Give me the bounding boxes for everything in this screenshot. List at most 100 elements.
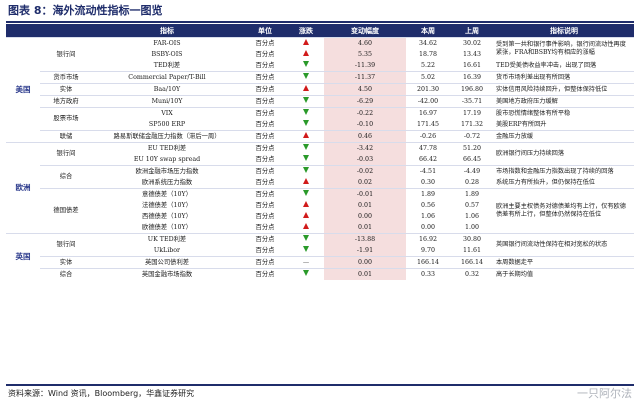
down-arrow-icon xyxy=(303,234,309,241)
region-cell-us: 美国 xyxy=(6,37,40,143)
table-row: 德国债差 意德债差（10Y） 百分点 -0.01 1.89 1.89 欧洲主要主… xyxy=(6,188,634,234)
this-week-cell: 16.97 xyxy=(406,107,450,119)
unit-cell: 百分点 xyxy=(255,223,275,231)
unit-cell: 百分点 xyxy=(242,142,288,154)
description-cell: 欧洲主要主权债务对德债差均有上行，仅有欧德债差有所上行，但整体仍然保持在低位 xyxy=(494,188,634,234)
header-last-week: 上周 xyxy=(450,24,494,38)
down-arrow-icon xyxy=(303,119,309,126)
unit-cell: 百分点 xyxy=(255,178,275,186)
description-cell: 金融压力放缓 xyxy=(494,130,634,143)
down-arrow-icon xyxy=(303,166,309,173)
this-week-cell: 5.22 xyxy=(420,61,436,69)
this-week-cell: 5.02 xyxy=(406,71,450,84)
this-week-cell: -42.00 xyxy=(406,95,450,108)
indicator-cell: UK TED利差 xyxy=(92,233,242,245)
change-cell: -11.37 xyxy=(324,71,406,84)
change-cell: 4.50 xyxy=(324,83,406,96)
direction-cell xyxy=(288,83,324,96)
last-week-cell: 0.32 xyxy=(450,268,494,280)
change-cell: 0.01 xyxy=(324,268,406,280)
change-cell: 0.00 xyxy=(324,211,406,222)
table-row: UkLibor 百分点 -1.91 9.70 11.61 xyxy=(6,245,634,257)
category-cell: 银行间 xyxy=(40,37,92,72)
category-cell: 实体 xyxy=(40,256,92,269)
change-cell: -0.02 xyxy=(324,165,406,177)
indicator-cell: 西德债差（10Y） xyxy=(142,212,192,220)
last-week-cell: 11.61 xyxy=(462,246,482,254)
unit-cell: 百分点 xyxy=(255,201,275,209)
unit-cell: 百分点 xyxy=(242,233,288,245)
table-row: 实体 英国公司债利差 百分点 — 0.00 166.14 166.14 本周数据… xyxy=(6,256,634,269)
category-cell: 股票市场 xyxy=(40,107,92,131)
change-cell: -1.91 xyxy=(324,245,406,257)
unit-cell: 百分点 xyxy=(242,95,288,108)
bottom-rule xyxy=(6,384,634,386)
last-week-cell: 16.39 xyxy=(450,71,494,84)
change-cell: -11.39 xyxy=(324,60,406,72)
header-direction: 涨跌 xyxy=(288,24,324,38)
change-cell: -0.01 xyxy=(324,188,406,200)
description-cell: 系统压力有所抬升，但仍保持在低位 xyxy=(496,178,595,186)
change-cell: 0.00 xyxy=(324,256,406,269)
indicator-cell: 法德债差（10Y） xyxy=(142,201,192,209)
table-row: 联储 路易斯联储金融压力指数（滞后一周） 百分点 0.46 -0.26 -0.7… xyxy=(6,130,634,143)
this-week-cell: 16.92 xyxy=(406,233,450,245)
source-note: 资料来源：Wind 资讯，Bloomberg，华鑫证券研究 xyxy=(8,389,195,398)
description-cell: 美国地方政府压力缓解 xyxy=(494,95,634,108)
direction-cell xyxy=(288,188,324,200)
this-week-cell: 1.89 xyxy=(406,188,450,200)
indicator-cell: Commercial Paper/T-Bill xyxy=(92,71,242,84)
table-row: 西德债差（10Y） 百分点 0.00 1.06 1.06 xyxy=(6,211,634,222)
change-cell: 0.02 xyxy=(324,177,406,189)
header-unit: 单位 xyxy=(242,24,288,38)
unit-cell: 百分点 xyxy=(242,165,288,177)
down-arrow-icon xyxy=(303,245,309,252)
direction-cell xyxy=(288,165,324,177)
this-week-cell: 9.70 xyxy=(420,246,436,254)
this-week-cell: 166.14 xyxy=(406,256,450,269)
this-week-cell: 0.00 xyxy=(420,223,436,231)
this-week-cell: 0.33 xyxy=(406,268,450,280)
category-cell: 货币市场 xyxy=(40,71,92,84)
last-week-cell: 1.89 xyxy=(450,188,494,200)
category-cell: 德国债差 xyxy=(40,188,92,234)
up-arrow-icon xyxy=(303,177,309,184)
down-arrow-icon xyxy=(303,154,309,161)
unit-cell: 百分点 xyxy=(242,107,288,119)
up-arrow-icon xyxy=(303,49,309,56)
last-week-cell: -35.71 xyxy=(450,95,494,108)
table-row: 地方政府 Muni/10Y 百分点 -6.29 -42.00 -35.71 美国… xyxy=(6,95,634,108)
description-cell: 美股ERP有所回升 xyxy=(496,120,547,128)
category-cell: 银行间 xyxy=(40,233,92,257)
table-row: 实体 Baa/10Y 百分点 4.50 201.30 196.80 实体信用风险… xyxy=(6,83,634,96)
down-arrow-icon xyxy=(303,143,309,150)
category-cell: 地方政府 xyxy=(40,95,92,108)
table-row: 英国 银行间 UK TED利差 百分点 -13.88 16.92 30.80 英… xyxy=(6,233,634,280)
description-cell: 高于长期均值 xyxy=(494,268,634,280)
header-row: 指标 单位 涨跌 变动幅度 本周 上周 指标说明 xyxy=(6,24,634,38)
table-row: 综合 欧洲金融市场压力指数 百分点 -0.02 -4.51 -4.49 市场指数… xyxy=(6,165,634,189)
unit-cell: 百分点 xyxy=(242,37,288,49)
indicator-cell: UkLibor xyxy=(153,246,181,254)
change-cell: 0.46 xyxy=(324,130,406,143)
indicator-cell: 路易斯联储金融压力指数（滞后一周） xyxy=(92,130,242,143)
down-arrow-icon xyxy=(303,60,309,67)
indicator-cell: 欧洲系统压力指数 xyxy=(141,178,193,186)
description-cell: 货币市场利差出现有所回落 xyxy=(494,71,634,84)
header-category xyxy=(40,24,92,38)
direction-cell: — xyxy=(288,256,324,269)
flat-dash-icon: — xyxy=(302,258,310,266)
change-cell: -6.29 xyxy=(324,95,406,108)
this-week-cell: -0.26 xyxy=(406,130,450,143)
last-week-cell: 17.19 xyxy=(450,107,494,119)
change-cell: 4.60 xyxy=(324,37,406,49)
region-cell-uk: 英国 xyxy=(6,233,40,280)
last-week-cell: 30.02 xyxy=(450,37,494,49)
this-week-cell: 66.42 xyxy=(418,155,438,163)
table-row: TED利差 百分点 -11.39 5.22 16.61 TED受美债收益率冲击，… xyxy=(6,60,634,72)
header-description: 指标说明 xyxy=(494,24,634,38)
down-arrow-icon xyxy=(303,189,309,196)
this-week-cell: 171.45 xyxy=(416,120,440,128)
up-arrow-icon xyxy=(303,222,309,229)
description-cell: 欧洲银行间压力持续回落 xyxy=(494,142,634,166)
